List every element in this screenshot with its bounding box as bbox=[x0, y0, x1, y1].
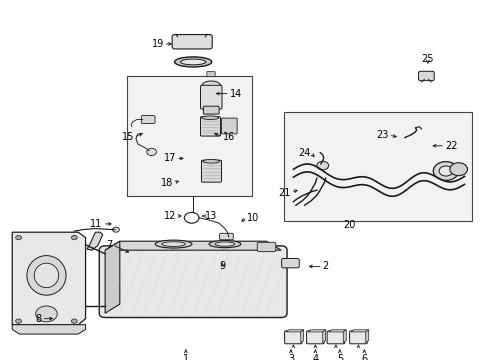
Polygon shape bbox=[300, 330, 303, 343]
FancyBboxPatch shape bbox=[141, 116, 155, 123]
FancyBboxPatch shape bbox=[206, 72, 215, 77]
Circle shape bbox=[71, 235, 77, 240]
Ellipse shape bbox=[27, 256, 66, 295]
Circle shape bbox=[16, 319, 21, 323]
Polygon shape bbox=[307, 330, 325, 332]
Text: 4: 4 bbox=[312, 354, 318, 360]
FancyBboxPatch shape bbox=[284, 331, 302, 344]
Polygon shape bbox=[12, 232, 85, 325]
Text: 17: 17 bbox=[163, 153, 176, 163]
Text: 18: 18 bbox=[161, 178, 173, 188]
Circle shape bbox=[16, 235, 21, 240]
Polygon shape bbox=[87, 232, 102, 250]
Polygon shape bbox=[105, 241, 281, 250]
Circle shape bbox=[71, 319, 77, 323]
Text: 10: 10 bbox=[246, 213, 259, 223]
Bar bbox=[127, 76, 251, 196]
Polygon shape bbox=[105, 241, 120, 313]
Text: 16: 16 bbox=[222, 132, 234, 142]
Text: 14: 14 bbox=[229, 89, 242, 99]
Ellipse shape bbox=[209, 240, 240, 248]
Ellipse shape bbox=[180, 59, 205, 65]
Polygon shape bbox=[350, 330, 368, 332]
Ellipse shape bbox=[201, 81, 221, 92]
Ellipse shape bbox=[34, 263, 59, 288]
Text: 5: 5 bbox=[336, 354, 342, 360]
Text: 8: 8 bbox=[35, 314, 41, 324]
Ellipse shape bbox=[201, 116, 219, 120]
Text: 20: 20 bbox=[343, 220, 355, 230]
Ellipse shape bbox=[202, 159, 219, 163]
Text: 13: 13 bbox=[205, 211, 217, 221]
Polygon shape bbox=[12, 325, 85, 334]
Text: 7: 7 bbox=[106, 240, 112, 250]
Polygon shape bbox=[365, 330, 368, 343]
Text: 11: 11 bbox=[90, 219, 102, 229]
Polygon shape bbox=[343, 330, 346, 343]
Ellipse shape bbox=[155, 240, 192, 248]
FancyBboxPatch shape bbox=[418, 71, 433, 81]
FancyBboxPatch shape bbox=[172, 35, 212, 49]
FancyBboxPatch shape bbox=[203, 106, 219, 114]
Circle shape bbox=[449, 163, 467, 176]
Text: 3: 3 bbox=[287, 354, 293, 360]
FancyBboxPatch shape bbox=[349, 331, 366, 344]
FancyBboxPatch shape bbox=[201, 160, 221, 182]
Ellipse shape bbox=[162, 242, 185, 247]
FancyBboxPatch shape bbox=[200, 85, 222, 109]
Polygon shape bbox=[328, 330, 346, 332]
Circle shape bbox=[432, 162, 458, 180]
Polygon shape bbox=[285, 330, 303, 332]
Circle shape bbox=[316, 161, 328, 170]
FancyBboxPatch shape bbox=[281, 258, 299, 268]
Text: 15: 15 bbox=[122, 132, 134, 142]
Text: 12: 12 bbox=[163, 211, 176, 221]
Bar bbox=[283, 112, 471, 221]
Text: 19: 19 bbox=[151, 39, 163, 49]
Circle shape bbox=[112, 227, 119, 232]
Text: 24: 24 bbox=[298, 148, 310, 158]
FancyBboxPatch shape bbox=[326, 331, 344, 344]
Text: 1: 1 bbox=[183, 354, 188, 360]
Text: 23: 23 bbox=[376, 130, 388, 140]
Text: 2: 2 bbox=[322, 261, 328, 271]
Ellipse shape bbox=[174, 57, 211, 67]
Text: 6: 6 bbox=[361, 354, 366, 360]
Text: 25: 25 bbox=[421, 54, 433, 64]
Circle shape bbox=[146, 148, 156, 156]
FancyBboxPatch shape bbox=[306, 331, 324, 344]
FancyBboxPatch shape bbox=[219, 233, 233, 240]
Text: 22: 22 bbox=[444, 141, 457, 151]
Text: 21: 21 bbox=[278, 188, 290, 198]
FancyBboxPatch shape bbox=[99, 246, 286, 318]
Ellipse shape bbox=[215, 242, 234, 246]
Circle shape bbox=[36, 306, 57, 322]
Text: 9: 9 bbox=[219, 261, 225, 271]
FancyBboxPatch shape bbox=[221, 118, 237, 134]
FancyBboxPatch shape bbox=[257, 242, 275, 252]
Circle shape bbox=[438, 166, 452, 176]
FancyBboxPatch shape bbox=[200, 117, 220, 136]
Polygon shape bbox=[322, 330, 325, 343]
